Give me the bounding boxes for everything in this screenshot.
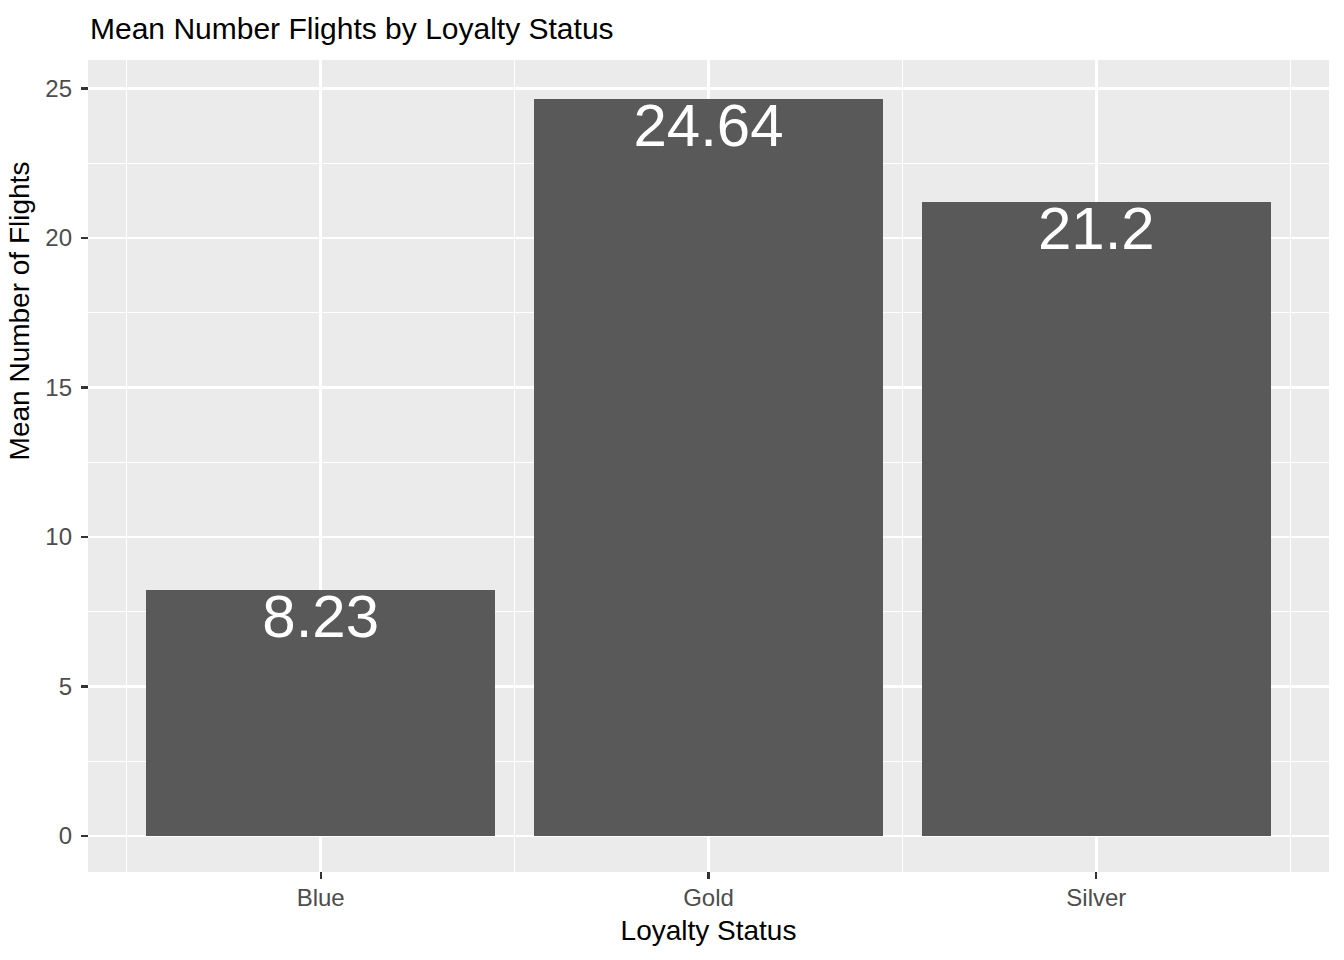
bar-value-label: 8.23 — [146, 585, 495, 650]
x-tick-label: Blue — [241, 885, 401, 911]
bar-chart-figure: Mean Number Flights by Loyalty Status Me… — [0, 0, 1344, 960]
y-tick-mark — [81, 87, 88, 89]
y-tick-label: 10 — [0, 524, 72, 550]
bar-silver — [922, 202, 1271, 836]
y-tick-mark — [81, 536, 88, 538]
y-tick-mark — [81, 685, 88, 687]
gridline-minor-v — [1290, 60, 1291, 872]
y-tick-label: 0 — [0, 823, 72, 849]
gridline-minor-v — [126, 60, 127, 872]
y-axis-title: Mean Number of Flights — [4, 131, 36, 491]
gridline-minor-v — [514, 60, 515, 872]
y-tick-mark — [81, 835, 88, 837]
x-tick-mark — [707, 872, 709, 879]
gridline-minor-v — [902, 60, 903, 872]
x-tick-label: Silver — [1016, 885, 1176, 911]
plot-panel: 8.23 24.64 21.2 — [88, 60, 1329, 872]
y-tick-label: 20 — [0, 225, 72, 251]
bar-value-label: 21.2 — [922, 197, 1271, 262]
x-axis-title: Loyalty Status — [88, 915, 1329, 947]
bar-value-label: 24.64 — [534, 94, 883, 159]
y-tick-label: 25 — [0, 76, 72, 102]
y-tick-label: 5 — [0, 674, 72, 700]
x-tick-label: Gold — [629, 885, 789, 911]
x-tick-mark — [1095, 872, 1097, 879]
bar-gold — [534, 99, 883, 836]
y-tick-mark — [81, 386, 88, 388]
x-tick-mark — [320, 872, 322, 879]
y-tick-label: 15 — [0, 375, 72, 401]
y-tick-mark — [81, 237, 88, 239]
plot-title: Mean Number Flights by Loyalty Status — [90, 12, 614, 46]
